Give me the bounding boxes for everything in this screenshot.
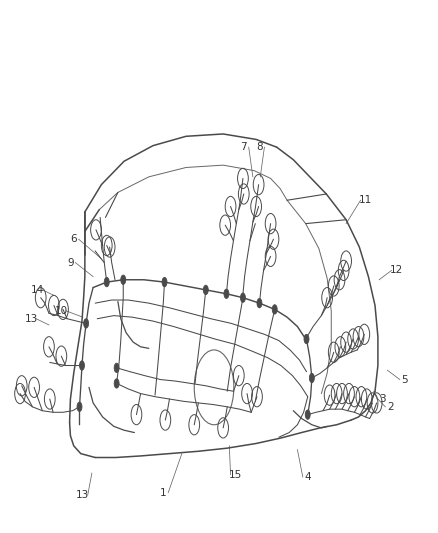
Text: 13: 13	[76, 490, 89, 500]
Text: 4: 4	[304, 472, 311, 482]
Text: 8: 8	[256, 142, 263, 152]
Text: 6: 6	[71, 234, 77, 244]
Text: 9: 9	[67, 257, 74, 268]
Text: 7: 7	[240, 142, 247, 152]
Circle shape	[114, 379, 119, 388]
Circle shape	[272, 305, 277, 314]
Circle shape	[304, 334, 309, 344]
Text: 12: 12	[390, 265, 403, 276]
Text: 13: 13	[25, 314, 38, 324]
Circle shape	[84, 319, 88, 328]
Text: 2: 2	[387, 402, 394, 412]
Text: 15: 15	[229, 470, 242, 480]
Circle shape	[309, 373, 314, 383]
Circle shape	[203, 285, 208, 295]
Circle shape	[121, 275, 126, 285]
Circle shape	[224, 289, 229, 298]
Circle shape	[305, 410, 310, 419]
Text: 11: 11	[359, 195, 372, 205]
Text: 14: 14	[31, 285, 44, 295]
Circle shape	[114, 363, 119, 373]
Circle shape	[77, 402, 82, 411]
Circle shape	[240, 293, 245, 302]
Text: 1: 1	[160, 488, 166, 498]
Text: 10: 10	[55, 306, 68, 316]
Circle shape	[257, 298, 262, 308]
Circle shape	[80, 361, 85, 370]
Circle shape	[104, 277, 109, 287]
Text: 3: 3	[379, 394, 385, 404]
Circle shape	[162, 277, 167, 287]
Text: 5: 5	[401, 375, 408, 384]
